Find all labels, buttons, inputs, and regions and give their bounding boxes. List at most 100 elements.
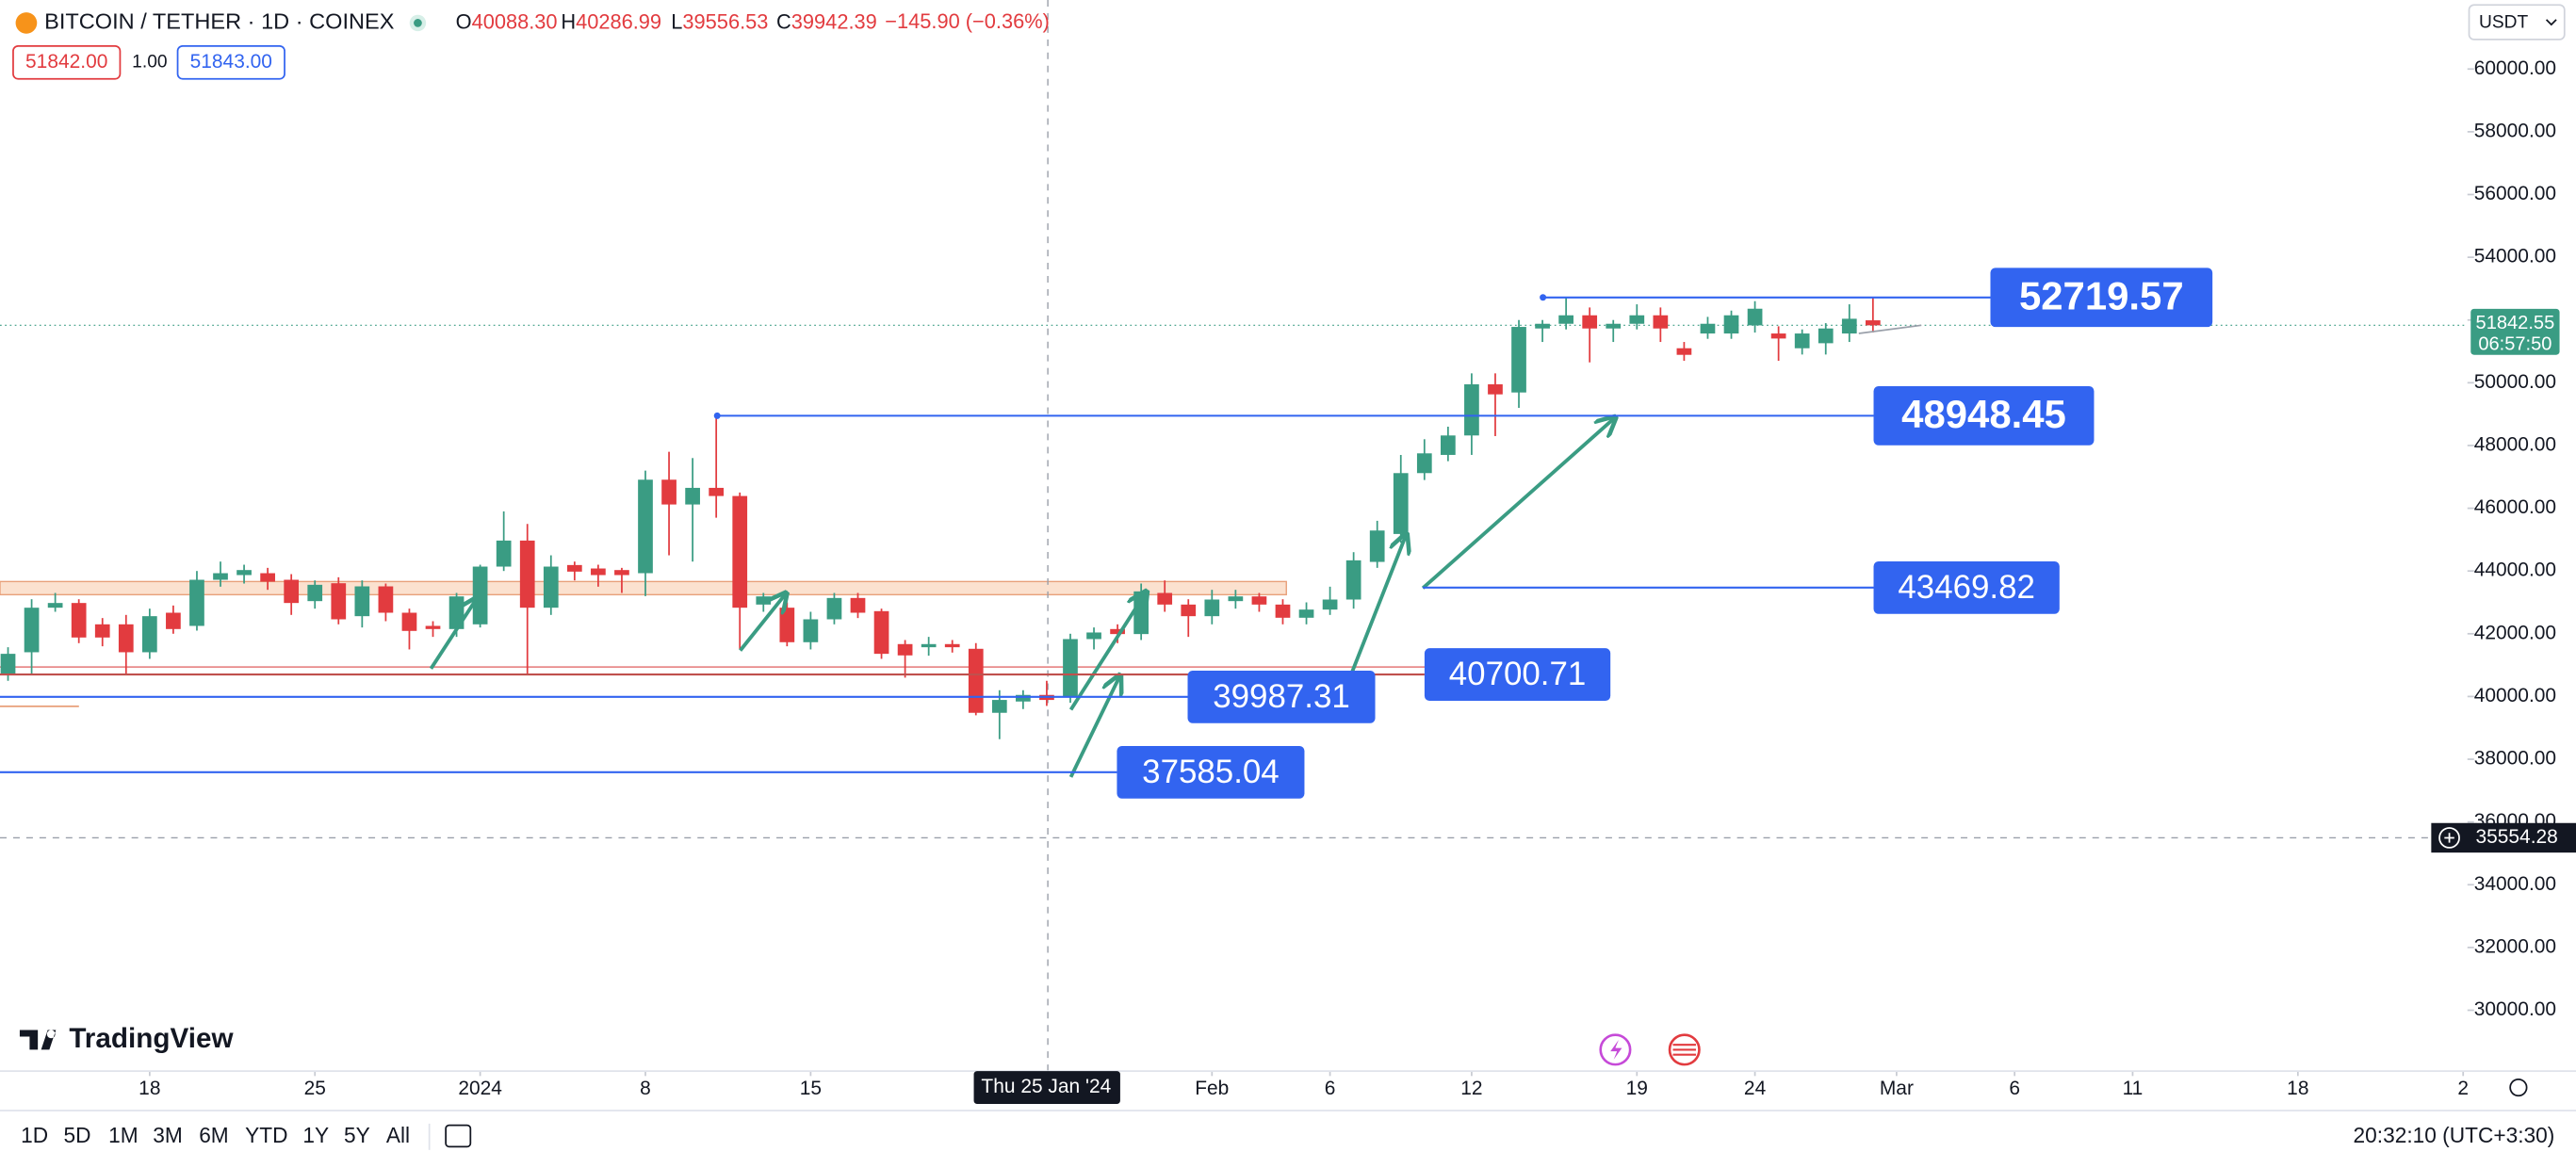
- symbol[interactable]: BITCOIN / TETHER · 1D · COINEX: [44, 9, 395, 34]
- calendar-icon[interactable]: [445, 1124, 472, 1148]
- candle-body: [1723, 315, 1739, 334]
- change: −145.90 (−0.36%): [885, 9, 1050, 33]
- candle-body: [1818, 328, 1834, 344]
- ohlc-key: O: [456, 9, 472, 33]
- candle-body: [1204, 599, 1220, 617]
- candle-body: [1676, 348, 1692, 355]
- y-tick-label: 32000.00: [2474, 935, 2556, 957]
- y-tick-label: 42000.00: [2474, 622, 2556, 643]
- x-tick-label: 25: [304, 1078, 326, 1099]
- range-button[interactable]: 1Y: [302, 1123, 329, 1147]
- brand-logo: [19, 1030, 57, 1050]
- range-button[interactable]: 3M: [153, 1123, 183, 1147]
- candle-body: [213, 573, 228, 580]
- candle-body: [991, 700, 1007, 713]
- candle-body: [873, 610, 889, 655]
- ohlc-legend: O40088.30 H40286.99 L39556.53 C39942.39: [456, 9, 877, 33]
- y-tick-label: 60000.00: [2474, 57, 2556, 79]
- y-tick-label: 56000.00: [2474, 183, 2556, 204]
- candle-body: [1865, 320, 1881, 326]
- level-label: 40700.71: [1449, 656, 1587, 692]
- crosshair-date-box: [973, 1071, 1120, 1104]
- arrow: [1068, 675, 1120, 778]
- ohlc-item: L39556.53: [671, 9, 768, 33]
- range-button[interactable]: YTD: [245, 1123, 287, 1147]
- candle-body: [1181, 604, 1197, 617]
- candle-body: [1653, 315, 1669, 329]
- x-tick-label: 15: [800, 1078, 822, 1099]
- candle-body: [1582, 315, 1598, 329]
- candle-body: [1322, 599, 1338, 610]
- event-icon: [1610, 1039, 1622, 1060]
- candle-body: [1629, 315, 1645, 324]
- x-tick-label: 2024: [458, 1078, 502, 1099]
- x-tick-label: 6: [2009, 1078, 2020, 1099]
- candle-body: [1606, 323, 1622, 329]
- x-tick-label: 8: [640, 1078, 651, 1099]
- candle-body: [614, 570, 629, 576]
- buy-button[interactable]: [176, 44, 285, 80]
- last-price: 51842.55: [2476, 313, 2555, 333]
- price-axis: [2467, 0, 2576, 1072]
- crosshair-price-box: [2431, 822, 2576, 853]
- candle-body: [519, 540, 535, 608]
- candle-body: [1558, 315, 1573, 324]
- x-tick-label: 18: [2287, 1078, 2308, 1099]
- x-tick-label: 24: [1744, 1078, 1767, 1099]
- y-tick-label: 46000.00: [2474, 496, 2556, 518]
- candle-body: [732, 495, 748, 608]
- level-handle: [1540, 294, 1547, 301]
- candle-body: [1251, 596, 1267, 605]
- arrow: [1350, 534, 1407, 673]
- dropdown-icon: [2545, 19, 2557, 26]
- candle-body: [1841, 318, 1857, 334]
- buy-price: 51843.00: [190, 51, 272, 73]
- currency-button[interactable]: [2468, 4, 2566, 41]
- flag-icon: [1672, 1044, 1696, 1056]
- candle-body: [71, 603, 87, 638]
- candle-body: [94, 624, 110, 638]
- candle-body: [661, 479, 677, 505]
- brand: TradingView: [69, 1023, 234, 1054]
- candle-body: [543, 566, 559, 608]
- candle-body: [1063, 639, 1078, 697]
- range-button[interactable]: 6M: [199, 1123, 229, 1147]
- candle-body: [897, 643, 913, 656]
- status-dot: [414, 19, 422, 27]
- candle-body: [425, 625, 441, 629]
- range-button[interactable]: 1M: [108, 1123, 139, 1147]
- range-button[interactable]: 5Y: [344, 1123, 370, 1147]
- candle-body: [307, 584, 323, 602]
- range-button[interactable]: 1D: [21, 1123, 48, 1147]
- candle-body: [472, 566, 488, 625]
- ohlc-key: L: [671, 9, 682, 33]
- x-tick-label: Mar: [1880, 1078, 1914, 1099]
- ohlc-item: O40088.30: [456, 9, 558, 33]
- ohlc-key: C: [776, 9, 791, 33]
- plus-icon[interactable]: [2438, 827, 2460, 849]
- candle-body: [1086, 632, 1101, 640]
- range-button[interactable]: All: [386, 1123, 410, 1147]
- level-label: 48948.45: [1901, 392, 2066, 436]
- y-tick-label: 58000.00: [2474, 120, 2556, 141]
- level-label-box: [1990, 268, 2213, 328]
- candle-body: [1794, 333, 1810, 349]
- settings-icon[interactable]: [2509, 1078, 2528, 1097]
- level-label-box: [1873, 385, 2095, 446]
- sell-button[interactable]: [12, 44, 122, 80]
- arrow: [429, 598, 477, 670]
- level-label-box: [1117, 745, 1305, 799]
- symbol-icon: [15, 12, 38, 34]
- ohlc-value: 39942.39: [791, 9, 877, 33]
- sell-price: 51842.00: [25, 51, 107, 73]
- candle-body: [850, 597, 866, 613]
- candle-body: [803, 619, 819, 642]
- y-tick-label: 48000.00: [2474, 434, 2556, 456]
- arrow: [1068, 592, 1147, 711]
- crosshair-date: Thu 25 Jan '24: [981, 1076, 1111, 1097]
- level-label: 39987.31: [1213, 678, 1350, 715]
- levels: 52719.57 48948.45 43469.82 40700.71 39987.31…: [0, 268, 2213, 799]
- range-button[interactable]: 5D: [64, 1123, 91, 1147]
- x-tick-label: Feb: [1195, 1078, 1229, 1099]
- level-label-box: [1187, 670, 1376, 723]
